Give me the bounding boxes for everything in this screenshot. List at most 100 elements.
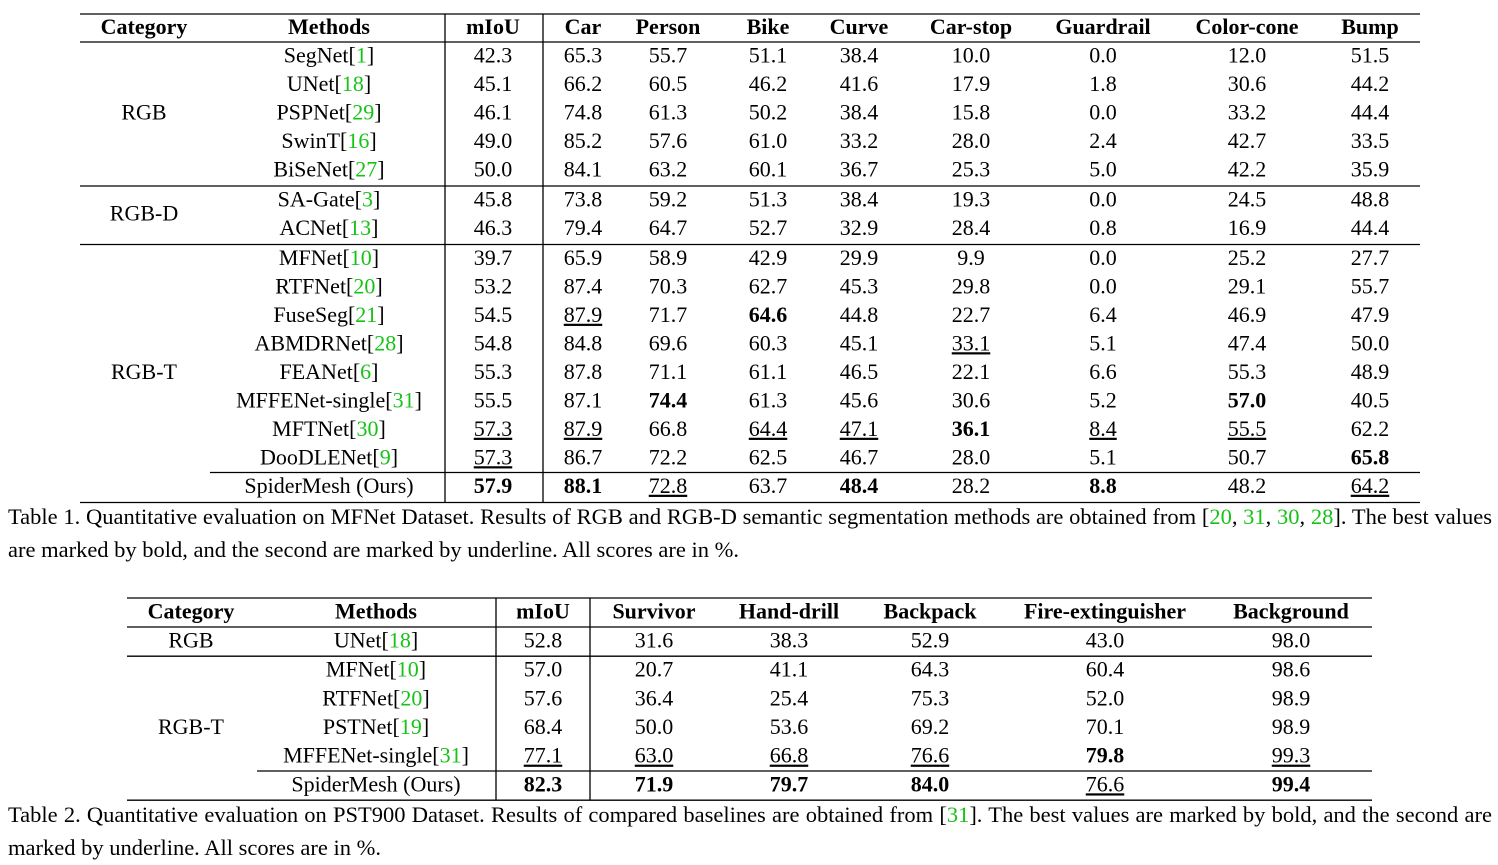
score-cell: 71.7 [649, 302, 688, 327]
score-cell: 0.0 [1089, 245, 1117, 270]
text-run: Curve [830, 14, 889, 39]
citation: 21 [355, 302, 377, 327]
text-run: 71.1 [649, 359, 688, 384]
score-cell: 47.4 [1228, 330, 1267, 355]
score-cell: 61.3 [649, 99, 688, 124]
method-name: SwinT[16] [281, 128, 376, 153]
score-cell: 48.8 [1351, 186, 1390, 211]
score-cell: 48.9 [1351, 359, 1390, 384]
text-run: BiSeNet[ [273, 156, 355, 181]
column-header: Backpack [884, 599, 978, 624]
text-run: 47.1 [840, 416, 879, 441]
text-run: 19.3 [952, 186, 991, 211]
score-cell: 55.3 [1228, 359, 1267, 384]
score-cell: 0.0 [1089, 99, 1117, 124]
score-cell: 58.9 [649, 245, 688, 270]
text-run: 98.0 [1272, 627, 1311, 652]
score-cell: 61.0 [749, 128, 788, 153]
text-run: 51.5 [1351, 42, 1390, 67]
text-run: 45.3 [840, 273, 879, 298]
text-run: MFNet[ [326, 657, 397, 682]
column-header: Bike [747, 14, 790, 39]
text-run: 63.7 [749, 473, 788, 498]
text-run: 57.6 [524, 685, 563, 710]
text-run: 60.4 [1086, 657, 1125, 682]
citation: 31 [440, 743, 462, 768]
score-cell: 61.3 [749, 387, 788, 412]
text-run: 60.5 [649, 71, 688, 96]
score-cell: 84.8 [564, 330, 603, 355]
text-run: 64.7 [649, 215, 688, 240]
text-run: 42.7 [1228, 128, 1267, 153]
text-run: 61.1 [749, 359, 788, 384]
text-run: 20.7 [635, 657, 674, 682]
text-run: 10.0 [952, 42, 991, 67]
table-caption: Table 1. Quantitative evaluation on MFNe… [8, 500, 1492, 566]
score-cell: 44.4 [1351, 215, 1390, 240]
score-cell: 40.5 [1351, 387, 1390, 412]
text-run: 0.0 [1089, 99, 1117, 124]
score-cell: 66.8 [649, 416, 688, 441]
score-cell: 38.3 [770, 627, 809, 652]
text-run: 87.9 [564, 416, 603, 441]
score-cell: 75.3 [911, 685, 950, 710]
text-run: 99.4 [1272, 771, 1311, 796]
score-cell: 63.0 [635, 743, 674, 768]
category: RGB-T [111, 359, 178, 384]
text-run: 46.3 [474, 215, 513, 240]
text-run: 2.4 [1089, 128, 1117, 153]
text-run: 0.0 [1089, 273, 1117, 298]
score-cell: 71.1 [649, 359, 688, 384]
text-run: 42.2 [1228, 156, 1267, 181]
text-run: SpiderMesh (Ours) [291, 771, 460, 796]
text-run: 84.0 [911, 771, 950, 796]
score-cell: 66.8 [770, 743, 809, 768]
text-run: RGB-D [110, 201, 178, 226]
score-cell: 62.5 [749, 444, 788, 469]
score-cell: 46.5 [840, 359, 879, 384]
text-run: 66.2 [564, 71, 603, 96]
text-run: 53.6 [770, 714, 809, 739]
score-cell: 25.3 [952, 156, 991, 181]
text-run: 45.1 [840, 330, 879, 355]
score-cell: 88.1 [564, 473, 603, 498]
text-run: 50.7 [1228, 444, 1267, 469]
column-header: Car [565, 14, 602, 39]
text-run: 57.6 [649, 128, 688, 153]
text-run: Backpack [884, 599, 978, 624]
score-cell: 85.2 [564, 128, 603, 153]
text-run: 36.4 [635, 685, 674, 710]
score-cell: 8.4 [1089, 416, 1117, 441]
method-name: MFNet[10] [279, 245, 379, 270]
column-header: Background [1233, 599, 1349, 624]
score-cell: 1.8 [1089, 71, 1117, 96]
citation: 19 [400, 714, 422, 739]
text-run: Bike [747, 14, 790, 39]
citation: 27 [355, 156, 377, 181]
score-cell: 38.4 [840, 186, 879, 211]
text-run: 70.1 [1086, 714, 1125, 739]
text-run: ]. The best values are marked by bold, a… [8, 802, 1492, 860]
column-header: mIoU [516, 599, 570, 624]
text-run: 45.6 [840, 387, 879, 412]
text-run: 5.2 [1089, 387, 1117, 412]
text-run: ] [371, 359, 378, 384]
text-run: 51.3 [749, 186, 788, 211]
text-run: 48.9 [1351, 359, 1390, 384]
text-run: 47.4 [1228, 330, 1267, 355]
text-run: 54.8 [474, 330, 513, 355]
score-cell: 33.1 [952, 330, 991, 355]
text-run: RTFNet[ [322, 685, 400, 710]
score-cell: 98.9 [1272, 714, 1311, 739]
score-cell: 28.0 [952, 128, 991, 153]
text-run: ] [411, 627, 418, 652]
text-run: ] [372, 245, 379, 270]
score-cell: 60.4 [1086, 657, 1125, 682]
text-run: 57.0 [524, 657, 563, 682]
text-run: FuseSeg[ [273, 302, 355, 327]
text-run: PSTNet[ [323, 714, 400, 739]
text-run: 50.2 [749, 99, 788, 124]
